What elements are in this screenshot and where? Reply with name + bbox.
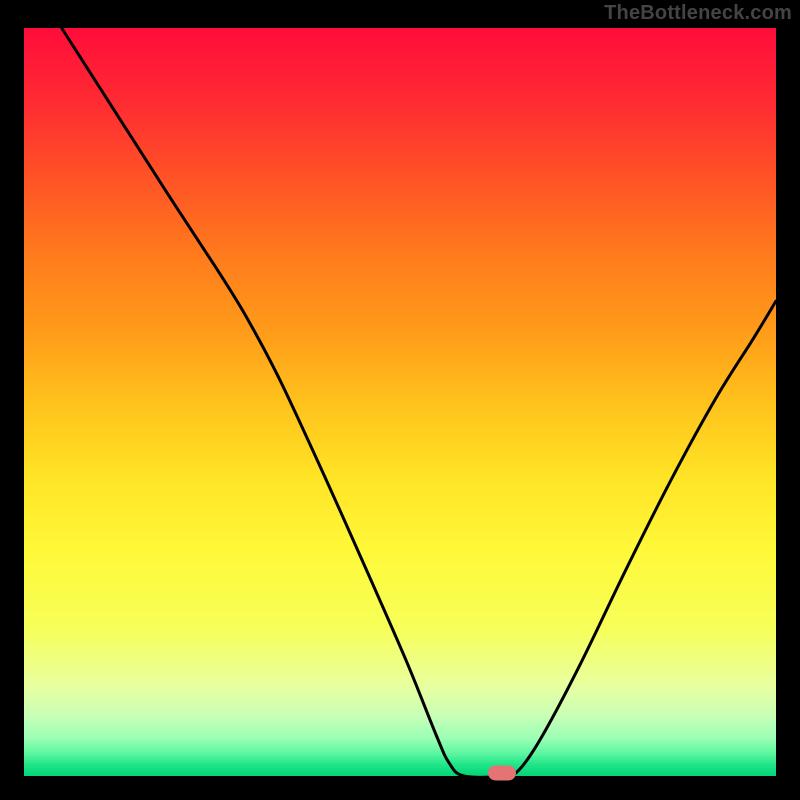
plot-area — [24, 28, 776, 776]
optimum-marker — [488, 766, 516, 781]
bottleneck-curve — [24, 28, 776, 776]
chart-frame: TheBottleneck.com — [0, 0, 800, 800]
watermark-label: TheBottleneck.com — [604, 2, 792, 25]
